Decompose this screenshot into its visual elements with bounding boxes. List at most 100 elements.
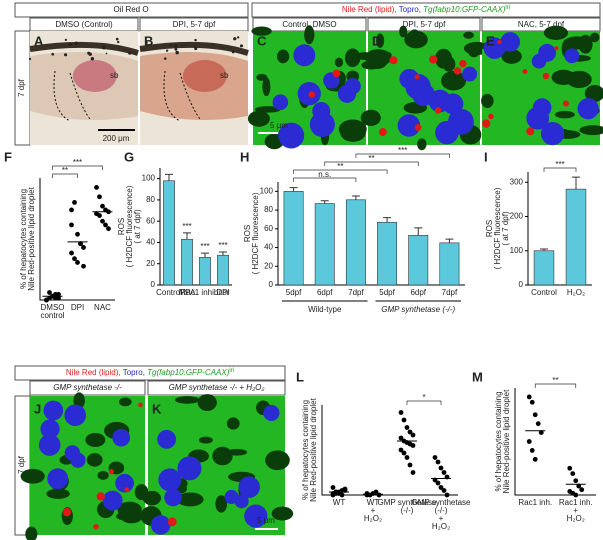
pigment [68,42,72,47]
panel-letter: C [257,33,267,48]
pigment [194,38,197,42]
bracket [52,165,103,170]
x-tick-label: 6dpf [410,288,426,297]
significance: *** [218,241,227,250]
shadow [262,77,271,97]
bracket [355,153,450,158]
x-tick-label: (-/-) [401,506,414,515]
panel-title: DPI, 5-7 dpf [173,20,216,29]
x-tick-label: control [40,311,64,320]
pigment [175,50,179,55]
nucleus [263,404,280,422]
point [398,410,404,415]
x-tick-label: NAC [94,303,111,312]
shadow [46,488,70,499]
y-axis-label: ( at 7 dpf) [501,211,510,246]
point [398,435,404,441]
x-tick-label: WT [367,498,380,507]
point [579,487,585,493]
nucleus [157,429,177,449]
shadow [271,506,294,521]
nucleus [564,48,580,64]
point [69,222,74,228]
bar [377,221,398,286]
lipid-droplet [138,402,143,408]
point [72,256,77,262]
pigment [128,51,132,55]
nucleus [112,428,131,447]
header-part: Tg(fabp10:GFP-CAAX) [421,5,506,14]
y-axis-label: Nile Red-positive lipid droplet [309,397,318,501]
pigment [28,57,32,61]
lipid-droplet [542,72,550,80]
panel-letter: I [484,149,488,164]
error-bar [320,200,329,204]
panel-title: GMP synthetase -/- [53,383,122,392]
significance: *** [73,158,82,167]
pigment [194,47,198,51]
scale-label: 5 μm [257,516,275,525]
point [410,443,416,448]
lipid-droplet [522,69,528,75]
y-axis-label: ROS [485,220,494,237]
point [441,488,447,493]
shadow [176,492,204,507]
y-tick-label: 20 [264,261,273,270]
nucleus [238,476,260,498]
shadow [174,396,200,404]
point [573,492,579,498]
panel-letter: A [34,33,44,48]
header: Nile Red (lipid), Topro, Tg(fabp10:GFP-C… [66,368,234,378]
fish-stripe [139,41,249,56]
y-axis-label: Nile Red-positive lipid droplet [27,186,36,290]
shadow [334,57,344,68]
lipid-droplet [526,127,535,136]
shadow [338,119,367,139]
shadow [566,70,592,88]
lipid-droplet [562,100,570,107]
y-axis-label: ( at 7 dpf) [133,209,142,244]
swim-bladder [72,60,117,92]
pigment [115,37,119,41]
bracket [293,169,388,174]
x-tick-label: 5dpf [379,288,395,297]
shadow [360,109,381,126]
shadow [376,33,385,48]
shadow [212,446,233,466]
nucleus [309,111,335,137]
panel-letter: K [152,401,162,416]
significance: *** [200,242,209,251]
nucleus [177,456,202,481]
y-tick-label: 200 [510,212,524,221]
lipid-droplet [429,55,438,64]
axis [39,178,115,301]
x-tick-label: 7dpf [348,288,364,297]
point [404,455,410,460]
shadow [463,31,474,39]
pigment [90,57,95,61]
nucleus [164,488,182,507]
y-tick-label: 100 [510,246,524,255]
x-tick-label: Rac1 inh. [518,498,552,507]
shadow [226,417,240,430]
bar [199,257,211,286]
point [106,226,111,232]
lipid-droplet [488,113,494,120]
panel-title: Control, DMSO [282,20,336,29]
y-axis-label: ( H2DCF fluorescence) [125,185,134,267]
shadow [408,29,421,47]
y-tick-label: 40 [264,243,273,252]
error-bar [445,238,454,243]
nucleus [40,419,60,439]
x-tick-label: + [371,506,376,515]
header-part: Topro, [397,5,421,14]
panel-letter: G [124,149,134,164]
lipid-droplet [414,124,422,131]
point [526,439,532,444]
shadow [481,93,494,108]
nucleus [158,468,182,492]
point [53,295,58,301]
axis [321,405,458,496]
point [69,207,74,213]
